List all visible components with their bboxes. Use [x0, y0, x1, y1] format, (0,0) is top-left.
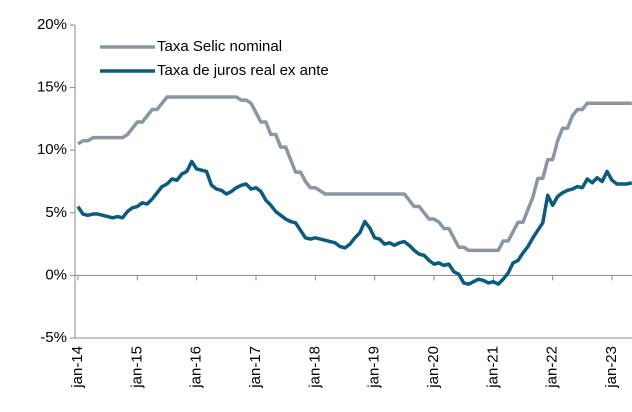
x-tick-label: jan-23: [603, 346, 620, 389]
x-tick-label: jan-19: [366, 346, 383, 389]
x-tick-label: jan-18: [306, 346, 323, 389]
x-tick-label: jan-16: [188, 346, 205, 389]
y-tick-label: 5%: [45, 204, 67, 221]
x-tick-label: jan-17: [247, 346, 264, 389]
x-tick-label: jan-20: [425, 346, 442, 389]
series-line: [76, 159, 632, 286]
x-tick-label: jan-15: [128, 346, 145, 389]
legend-label: Taxa de juros real ex ante: [157, 62, 329, 79]
x-tick-label: jan-21: [484, 346, 501, 389]
series-line: [77, 95, 632, 253]
y-tick-label: 10%: [37, 141, 67, 158]
y-tick-label: -5%: [40, 329, 67, 346]
x-tick-label: jan-14: [69, 346, 86, 389]
y-tick-label: 15%: [37, 79, 67, 96]
x-tick-label: jan-22: [544, 346, 561, 389]
legend-label: Taxa Selic nominal: [157, 38, 282, 55]
y-tick-label: 0%: [45, 266, 67, 283]
y-tick-label: 20%: [37, 16, 67, 33]
